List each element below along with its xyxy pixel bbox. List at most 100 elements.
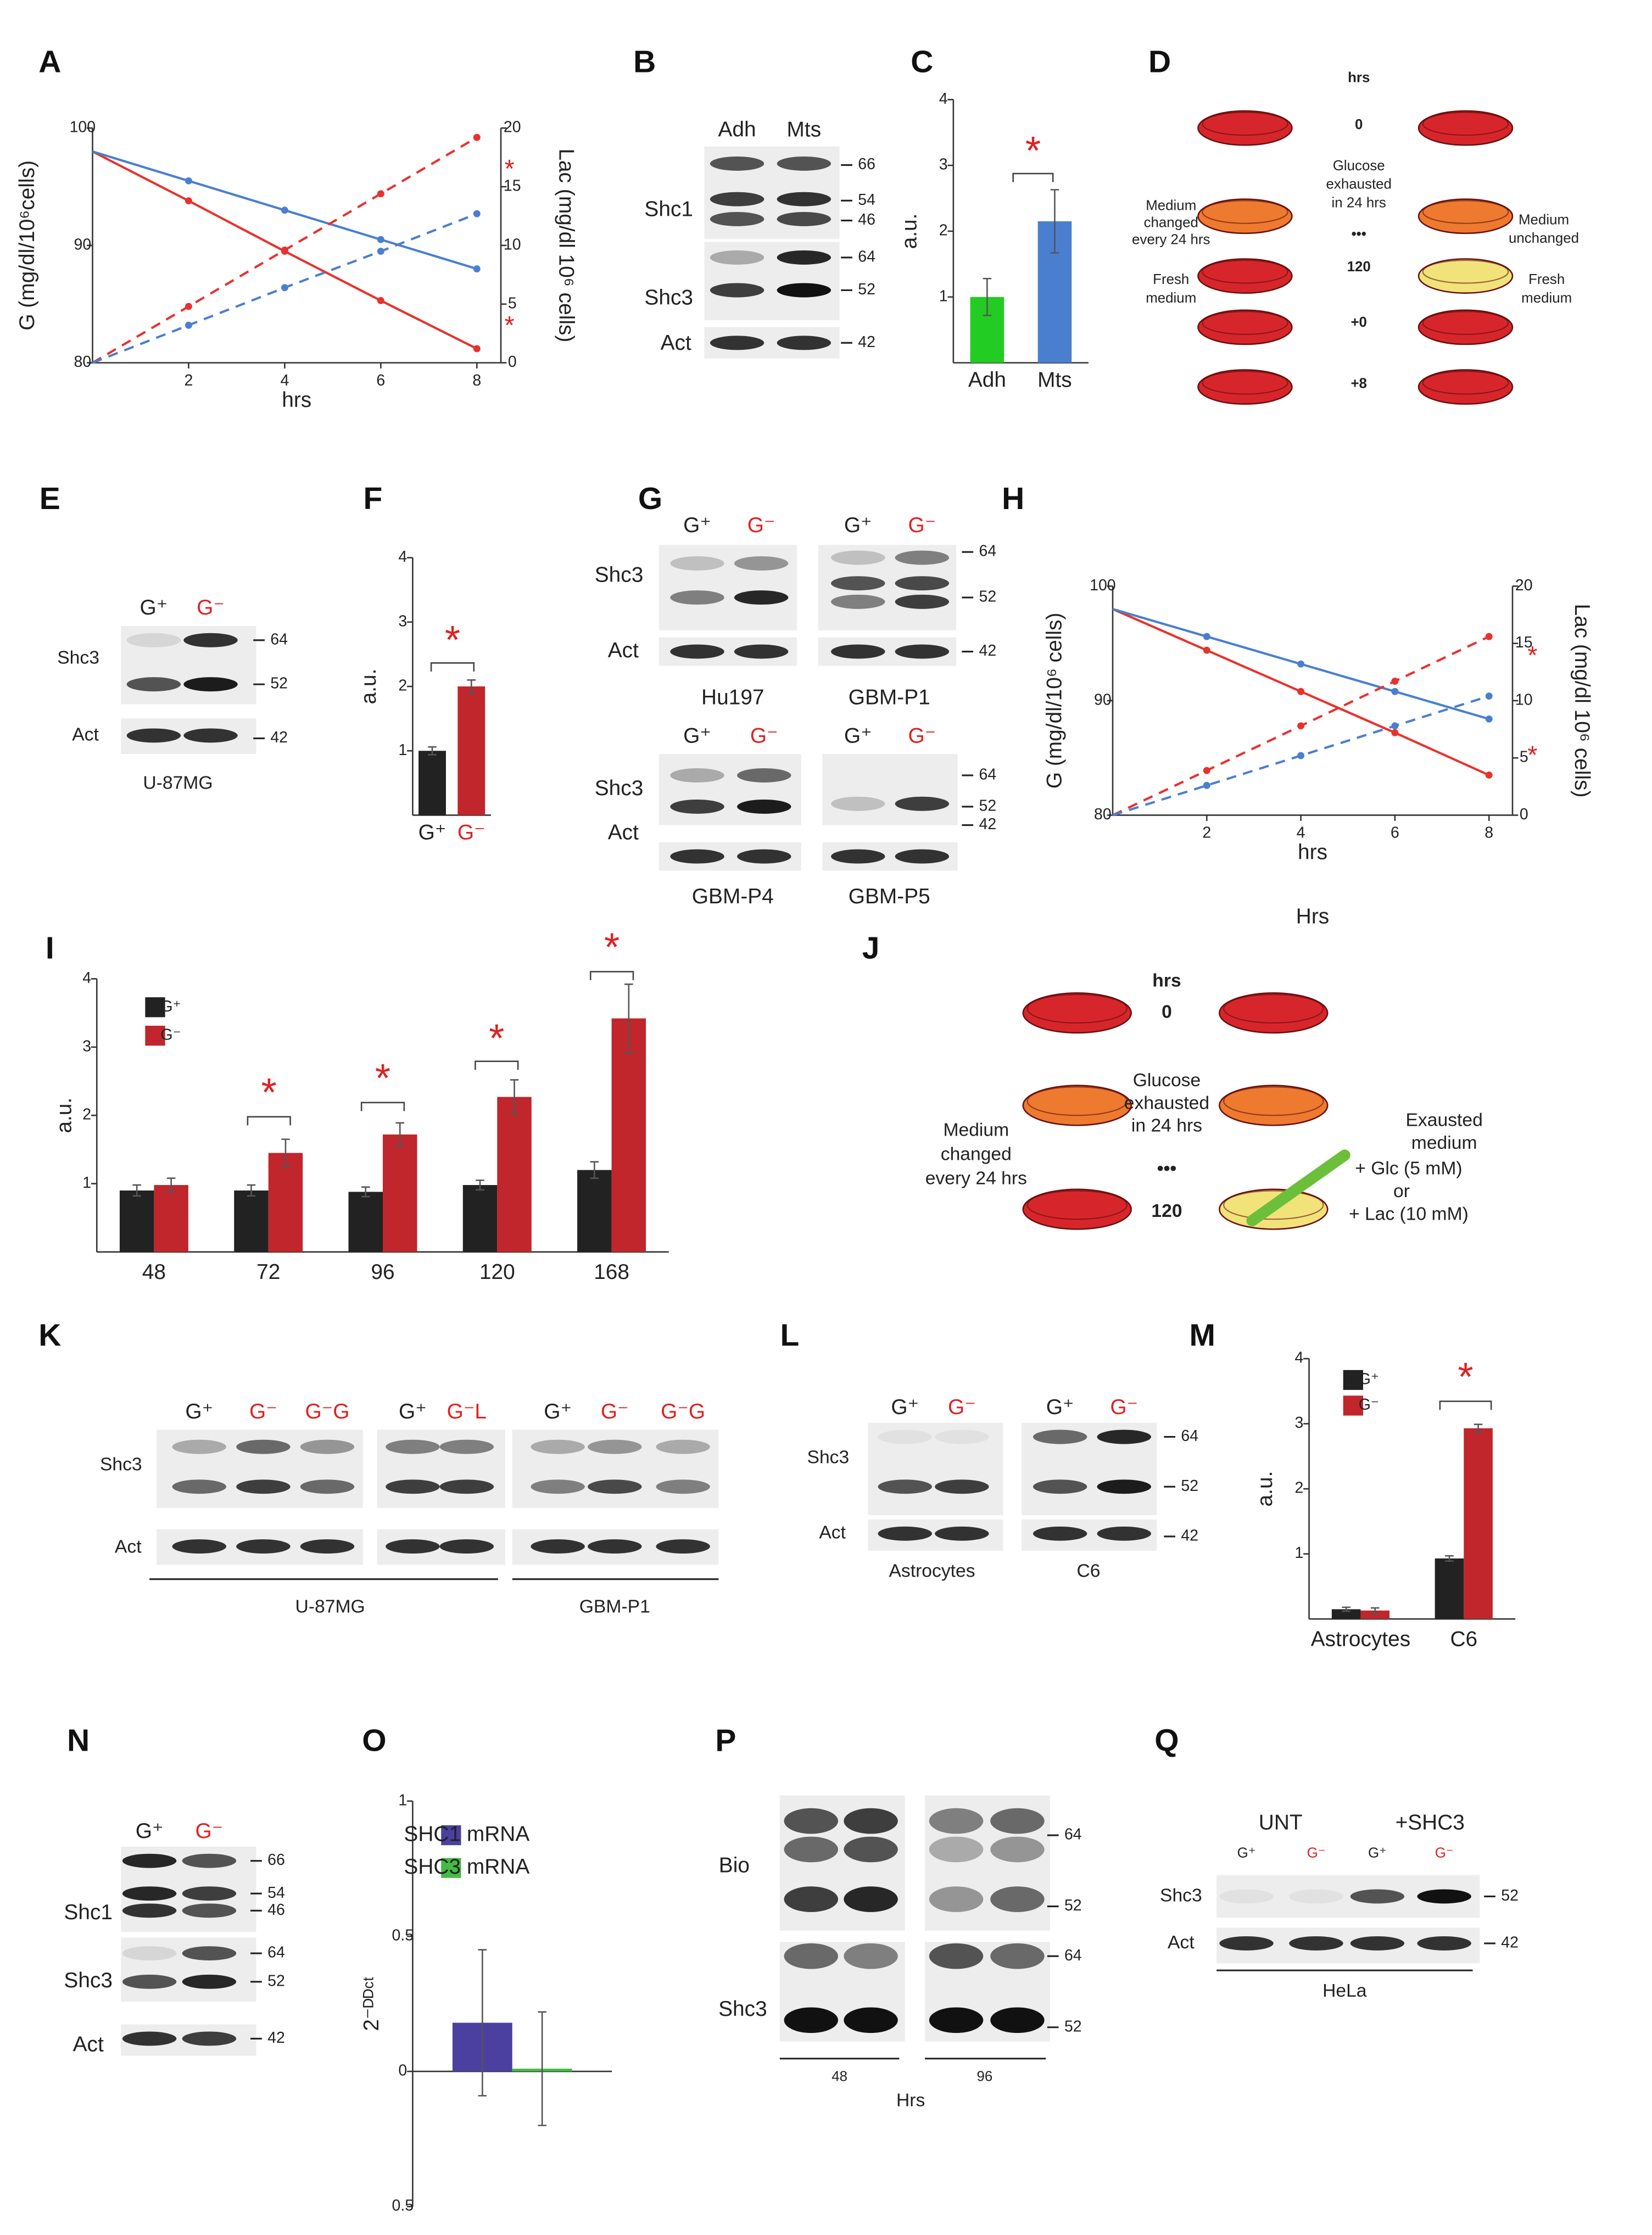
blot-band: [831, 594, 885, 609]
x-axis-label: hrs: [282, 388, 311, 412]
data-point: [473, 345, 481, 353]
dish-rim: [1026, 1086, 1128, 1116]
significance-star: *: [261, 1070, 277, 1115]
culture-dish: [1197, 258, 1293, 294]
blot-band: [710, 283, 764, 298]
y-tick-label: 0.5: [392, 2197, 414, 2215]
legend-label: G⁺: [1359, 1371, 1379, 1388]
label: G⁻: [196, 1819, 224, 1843]
blot-band: [656, 1479, 710, 1494]
dish-rim: [1202, 371, 1288, 395]
bar: [1435, 1558, 1464, 1619]
panel-label: O: [362, 1723, 386, 1758]
blot-band: [777, 250, 831, 265]
data-point: [1391, 729, 1399, 736]
blot-band: [935, 1429, 989, 1444]
label: Fresh: [1528, 272, 1565, 287]
y-tick-label: 90: [1094, 691, 1112, 708]
blot-band: [878, 1526, 933, 1541]
panel-label: B: [633, 44, 656, 80]
y-tick-label: 3: [1294, 1414, 1303, 1432]
blot-band: [439, 1539, 494, 1554]
y-tick-label: 90: [74, 236, 92, 253]
blot-band: [126, 677, 181, 692]
x-tick-label: Mts: [1037, 368, 1072, 392]
size-marker: 64: [1064, 1947, 1082, 1964]
error-bar: [132, 1184, 141, 1197]
y-tick-label: 4: [398, 548, 407, 566]
size-marker: 64: [979, 766, 997, 783]
blot-band: [844, 2007, 898, 2033]
dish-rim: [1026, 993, 1128, 1024]
blot-band: [895, 796, 950, 811]
y-axis-label: a.u.: [897, 214, 921, 249]
label: G⁻G: [661, 1400, 705, 1423]
label: hrs: [1348, 70, 1370, 85]
y2-tick-label: 5: [508, 294, 517, 312]
data-point: [377, 236, 384, 243]
label: G⁺: [683, 513, 711, 537]
label: HeLa: [1322, 1981, 1367, 2001]
size-marker: 54: [267, 1884, 285, 1902]
legend-swatch: [145, 1025, 165, 1046]
label: exhausted: [1124, 1093, 1209, 1113]
size-marker: 64: [1064, 1826, 1082, 1843]
legend-swatch: [145, 997, 165, 1018]
blot-band: [878, 1429, 933, 1444]
y-axis-label: 2⁻ᴰᴰᶜᵗ: [360, 1976, 383, 2031]
blot-band: [670, 590, 724, 605]
culture-dish: [1022, 1085, 1132, 1126]
label: Fresh: [1153, 272, 1189, 287]
data-point: [1297, 752, 1305, 759]
blot-band: [236, 1439, 291, 1454]
y-tick-label: 4: [82, 969, 91, 987]
label: GBM-P5: [849, 885, 930, 908]
blot-strip: [658, 754, 801, 825]
label: Act: [73, 2033, 104, 2057]
blot-band: [710, 250, 764, 265]
blot-band: [784, 1808, 839, 1834]
size-marker: 54: [858, 191, 875, 209]
label: Act: [72, 724, 99, 745]
x-tick-label: G⁺: [418, 820, 447, 844]
size-marker: 42: [858, 333, 875, 351]
blot-band: [895, 644, 950, 659]
blot-band: [831, 849, 885, 864]
significance-bracket: [475, 1060, 519, 1070]
blot-band: [1097, 1429, 1151, 1444]
label: Medium: [1519, 212, 1569, 227]
blot-band: [737, 768, 791, 783]
blot-band: [588, 1439, 642, 1454]
label: G⁺: [844, 724, 872, 747]
y2-tick-label: 10: [504, 236, 521, 253]
blot-band: [777, 156, 831, 171]
panel-label: F: [363, 481, 382, 516]
data-point: [1203, 767, 1210, 774]
dish-rim: [1202, 200, 1288, 224]
culture-dish: [1197, 110, 1293, 146]
label: Astrocytes: [889, 1561, 975, 1582]
blot-band: [737, 849, 791, 864]
error-bar: [467, 679, 476, 694]
blot-band: [300, 1539, 355, 1554]
blot-band: [439, 1479, 494, 1494]
dish-rim: [1026, 1190, 1128, 1220]
data-point: [1203, 646, 1210, 654]
significance-bracket: [1439, 1400, 1492, 1410]
label: G⁻G: [305, 1400, 349, 1423]
y-tick-label: 2: [939, 222, 948, 239]
bar: [462, 1184, 498, 1252]
label: G⁺: [683, 724, 711, 747]
legend-swatch: [1343, 1370, 1363, 1390]
label: Shc3: [595, 563, 644, 587]
label: G⁻: [747, 513, 775, 537]
blot-band: [895, 594, 950, 609]
blot-band: [172, 1539, 227, 1554]
data-point: [1485, 692, 1493, 700]
x-tick-label: C6: [1450, 1627, 1477, 1651]
error-bar: [247, 1184, 256, 1197]
label: unchanged: [1509, 231, 1579, 246]
data-point: [281, 206, 288, 214]
size-marker: 66: [267, 1851, 285, 1869]
label: medium: [1411, 1133, 1477, 1153]
